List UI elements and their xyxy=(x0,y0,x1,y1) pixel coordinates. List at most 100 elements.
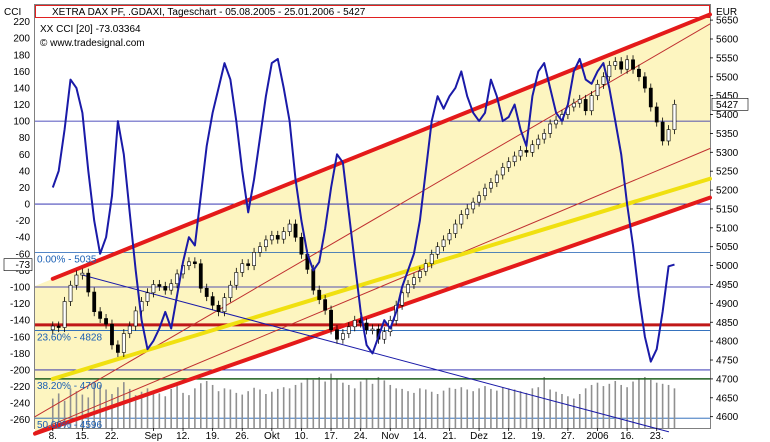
left-tick-label: -160 xyxy=(10,332,30,343)
x-tick-label: 8. xyxy=(49,431,57,442)
trendline-downtrend xyxy=(81,274,670,433)
current-price-label: 5427 xyxy=(716,100,739,111)
right-tick-label: 4950 xyxy=(716,280,739,291)
left-tick-label: -100 xyxy=(10,283,30,294)
candle-body xyxy=(530,144,535,153)
candle-body xyxy=(512,155,517,163)
candle-body xyxy=(50,325,55,331)
left-tick-label: 180 xyxy=(13,50,30,61)
left-tick-label: 200 xyxy=(13,34,30,45)
candle-body xyxy=(275,235,280,240)
right-tick-label: 5450 xyxy=(716,91,739,102)
x-tick-label: 15. xyxy=(75,431,89,442)
candle-body xyxy=(293,223,298,238)
candle-body xyxy=(494,174,499,183)
right-tick-label: 5050 xyxy=(716,242,739,253)
candle-body xyxy=(269,235,274,241)
candle-body xyxy=(323,299,328,311)
current-cci-label: -73 xyxy=(16,260,31,271)
candle-body xyxy=(98,311,103,319)
candle-body xyxy=(74,274,79,286)
candle-body xyxy=(400,292,405,306)
candle-body xyxy=(382,331,387,340)
candle-body xyxy=(554,119,558,125)
left-tick-label: 100 xyxy=(13,117,30,128)
candle-body xyxy=(104,318,108,325)
candle-body xyxy=(192,261,197,265)
x-tick-label: 2006 xyxy=(586,431,609,442)
candle-body xyxy=(524,150,529,153)
x-tick-label: 24. xyxy=(354,431,368,442)
candle-body xyxy=(258,246,262,253)
left-tick-label: -200 xyxy=(10,365,30,376)
candle-body xyxy=(80,272,85,276)
x-tick-label: 23. xyxy=(650,431,664,442)
left-tick-label: 60 xyxy=(19,150,31,161)
right-tick-label: 5100 xyxy=(716,223,739,234)
trendline-channel-upper xyxy=(50,12,712,281)
x-tick-label: 21. xyxy=(443,431,457,442)
chart-title: XETRA DAX PF, .GDAXI, Tageschart - 05.08… xyxy=(52,7,366,18)
candle-body xyxy=(631,59,635,70)
candle-body xyxy=(163,286,168,291)
candle-body xyxy=(654,106,659,123)
candle-body xyxy=(121,333,126,353)
candle-body xyxy=(127,325,132,334)
left-tick-label: 80 xyxy=(19,133,31,144)
current-price-box xyxy=(711,98,749,111)
left-tick-label: -180 xyxy=(10,349,30,360)
candle-body xyxy=(660,121,665,142)
fib-label: 23.60% - 4828 xyxy=(37,333,102,344)
candle-body xyxy=(542,133,547,140)
candle-body xyxy=(198,263,203,289)
x-tick-label: 27. xyxy=(561,431,575,442)
candle-body xyxy=(234,272,239,286)
candle-body xyxy=(506,161,511,168)
right-tick-label: 4750 xyxy=(716,356,739,367)
candle-body xyxy=(204,287,209,297)
candle-body xyxy=(441,239,446,248)
candle-body xyxy=(613,61,618,66)
right-tick-label: 4650 xyxy=(716,393,739,404)
x-tick-label: 17. xyxy=(324,431,338,442)
right-tick-label: 5400 xyxy=(716,110,739,121)
x-tick-label: Sep xyxy=(145,431,163,442)
x-tick-label: 16. xyxy=(620,431,634,442)
x-tick-label: Dez xyxy=(470,431,488,442)
left-tick-label: 40 xyxy=(19,166,31,177)
candle-body xyxy=(471,201,476,210)
candle-body xyxy=(157,284,162,287)
right-tick-label: 4850 xyxy=(716,318,739,329)
right-tick-label: 5650 xyxy=(716,16,739,27)
candle-body xyxy=(607,65,612,78)
left-tick-label: -140 xyxy=(10,316,30,327)
candle-body xyxy=(589,95,594,112)
right-axis-label: EUR xyxy=(716,7,737,18)
candle-body xyxy=(145,292,150,302)
right-tick-label: 4800 xyxy=(716,337,739,348)
left-tick-label: -240 xyxy=(10,399,30,410)
candle-body xyxy=(299,236,304,255)
candle-body xyxy=(601,76,606,85)
candle-body xyxy=(406,284,410,294)
candle-body xyxy=(228,284,233,299)
candle-body xyxy=(518,150,523,157)
candle-body xyxy=(311,269,316,291)
left-tick-label: -220 xyxy=(10,382,30,393)
candle-body xyxy=(648,87,653,108)
x-tick-label: 22. xyxy=(105,431,119,442)
trendline-channel-lower xyxy=(33,195,712,436)
candle-body xyxy=(133,310,138,327)
right-tick-label: 4900 xyxy=(716,299,739,310)
candle-body xyxy=(264,239,268,248)
candle-body xyxy=(642,76,647,89)
candle-body xyxy=(56,325,61,328)
x-tick-label: Nov xyxy=(381,431,399,442)
x-tick-label: Okt xyxy=(264,431,280,442)
right-tick-label: 5150 xyxy=(716,204,739,215)
candle-body xyxy=(412,277,416,285)
candle-body xyxy=(115,344,120,353)
left-tick-label: 0 xyxy=(24,200,30,211)
channel-fill xyxy=(35,14,710,434)
